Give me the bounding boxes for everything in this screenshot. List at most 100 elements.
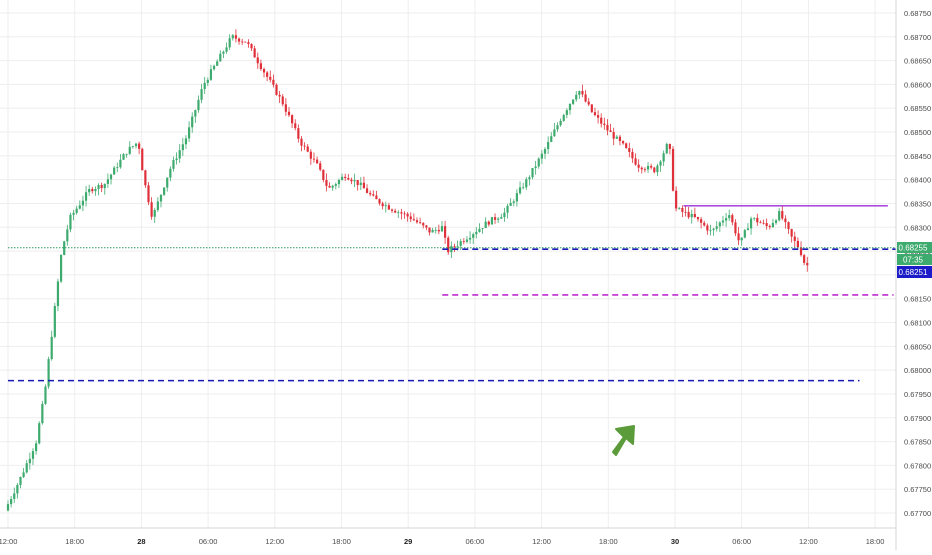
candle-body	[369, 192, 372, 195]
price-tick-label: 0.68550	[904, 104, 931, 113]
candle-body	[197, 99, 200, 111]
candle-body	[347, 177, 350, 180]
price-tick-label: 0.68150	[904, 295, 931, 304]
axes	[0, 0, 897, 550]
candle-body	[668, 144, 671, 149]
time-tick-label: 12:00	[532, 537, 551, 546]
candle-body	[681, 208, 684, 212]
candle-body	[216, 61, 219, 66]
price-tick-label: 0.68000	[904, 366, 931, 375]
candle-body	[325, 179, 328, 186]
candle-body	[650, 165, 653, 168]
candle-body	[340, 176, 344, 180]
candle-body	[141, 148, 144, 171]
candle-body	[328, 185, 331, 188]
candle-body	[262, 69, 266, 73]
candle-body	[181, 144, 184, 151]
candle-body	[72, 212, 75, 215]
candle-body	[219, 53, 222, 62]
candle-body	[550, 136, 553, 142]
candle-body	[159, 194, 163, 202]
time-tick-label: 12:00	[799, 537, 818, 546]
candle-body	[453, 246, 456, 247]
countdown-badge	[897, 254, 932, 265]
candle-body	[387, 205, 390, 210]
candle-body	[38, 423, 41, 444]
up-arrow-icon[interactable]	[612, 425, 635, 456]
candle-body	[390, 209, 394, 211]
candle-body	[431, 229, 434, 233]
candle-body	[612, 132, 615, 139]
candle-body	[637, 164, 640, 168]
candle-body	[191, 116, 194, 128]
drawn-levels[interactable]	[8, 205, 896, 382]
candle-body	[353, 180, 356, 182]
candle-body	[784, 218, 787, 223]
candle-body	[397, 212, 400, 214]
candle-body	[659, 161, 662, 166]
candle-body	[150, 202, 153, 217]
candle-body	[28, 458, 31, 464]
last-price-badge	[897, 242, 932, 253]
candle-body	[487, 221, 490, 225]
time-tick-label: 29	[404, 537, 412, 546]
candle-body	[322, 169, 325, 180]
candle-body	[97, 184, 100, 190]
candle-body	[749, 218, 753, 229]
price-tick-label: 0.68050	[904, 342, 931, 351]
price-tick-label: 0.67950	[904, 390, 931, 399]
candle-body	[116, 167, 119, 169]
candle-body	[734, 222, 737, 234]
candle-body	[625, 143, 628, 149]
candle-body	[125, 153, 128, 155]
candle-body	[113, 167, 116, 175]
candle-body	[222, 51, 225, 54]
candle-body	[703, 222, 706, 226]
time-tick-label: 28	[137, 537, 145, 546]
candle-body	[490, 217, 494, 225]
candle-body	[412, 219, 415, 221]
candle-body	[578, 91, 581, 95]
candle-body	[724, 218, 728, 221]
candle-body	[778, 211, 781, 221]
candle-body	[556, 125, 559, 130]
time-tick-label: 18:00	[332, 537, 351, 546]
candle-body	[144, 170, 147, 186]
candle-body	[350, 179, 353, 182]
candle-body	[231, 35, 234, 39]
countdown-value: 07:35	[903, 256, 924, 265]
candle-body	[306, 146, 309, 152]
candle-body	[609, 130, 612, 133]
candle-body	[781, 211, 784, 219]
candle-body	[175, 158, 178, 161]
candle-body	[153, 210, 156, 217]
candle-body	[572, 99, 575, 104]
candle-body	[465, 239, 469, 242]
time-axis[interactable]: 12:00 18:00 28 06:00 12:00 18:00 29 06:00 12:00 1…	[0, 537, 884, 546]
candle-body	[756, 217, 759, 223]
candle-body	[621, 140, 625, 144]
price-tick-label: 0.68700	[904, 33, 931, 42]
candle-body	[359, 182, 362, 185]
candle-body	[75, 208, 78, 213]
candle-body	[119, 159, 122, 168]
candle-body	[303, 145, 306, 147]
candle-body	[646, 165, 650, 170]
candle-body	[81, 200, 85, 206]
candle-body	[596, 115, 600, 118]
candle-body	[562, 114, 565, 121]
candle-body	[547, 141, 550, 150]
candle-body	[84, 192, 88, 201]
grid	[0, 0, 896, 528]
candle-body	[241, 41, 244, 43]
candle-body	[394, 210, 397, 213]
last-price-value: 0.68255	[899, 244, 928, 253]
candle-body	[91, 189, 94, 192]
candle-body	[568, 103, 572, 111]
candle-body	[88, 189, 91, 193]
candle-body	[78, 205, 81, 209]
candle-body	[762, 222, 765, 224]
candle-body	[478, 228, 481, 232]
